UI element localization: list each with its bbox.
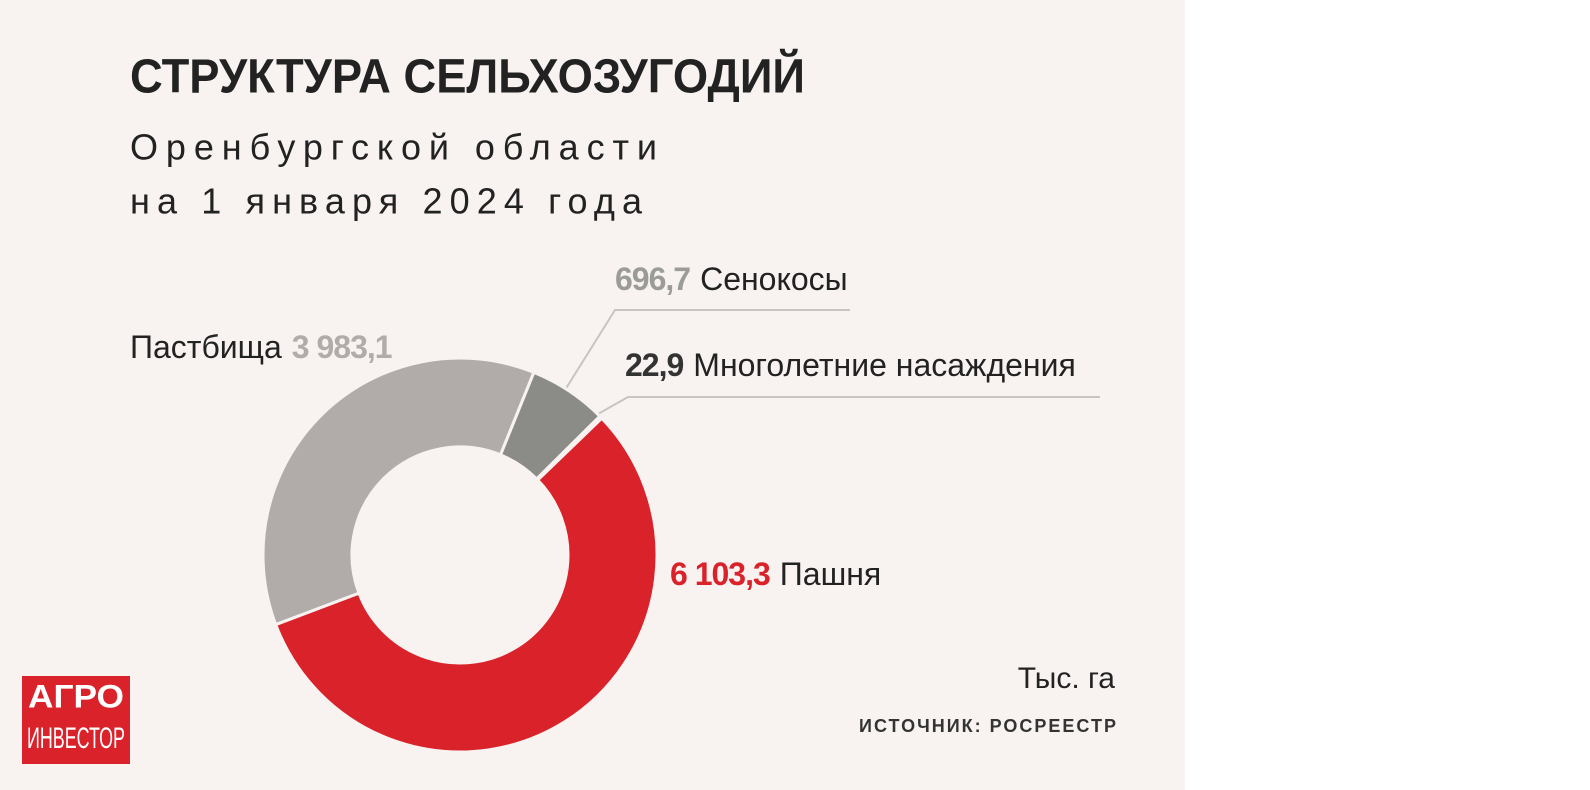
segment-label: 6 103,3 Пашня xyxy=(670,556,881,592)
value-label: 22,9 xyxy=(625,347,683,383)
logo-text: АГРО xyxy=(28,678,124,714)
logo-box xyxy=(22,676,130,764)
category-name: Сенокосы xyxy=(700,261,848,297)
logo: АГРО ИНВЕСТОР xyxy=(22,676,130,764)
donut-segment xyxy=(534,414,604,483)
logo-text: ИНВЕСТОР xyxy=(27,722,125,755)
leader-line xyxy=(564,309,850,391)
segment-label: 22,9 Многолетние насаждения xyxy=(625,347,1076,383)
donut-segment xyxy=(273,416,659,754)
leader-line xyxy=(597,396,1100,415)
value-label: 6 103,3 xyxy=(670,556,770,592)
category-name: Многолетние насаждения xyxy=(693,347,1076,383)
value-label: 3 983,1 xyxy=(292,329,392,365)
source-note: ИСТОЧНИК: РОСРЕЕСТР xyxy=(859,716,1118,736)
chart-title: СТРУКТУРА СЕЛЬХОЗУГОДИЙ xyxy=(130,49,805,104)
value-label: 696,7 xyxy=(615,261,690,297)
donut-segment xyxy=(261,356,536,627)
segment-label: 696,7 Сенокосы xyxy=(615,261,848,297)
chart-subtitle: на 1 января 2024 года xyxy=(130,181,643,222)
category-name: Пашня xyxy=(780,556,881,592)
segment-label: Пастбища 3 983,1 xyxy=(130,329,392,365)
category-name: Пастбища xyxy=(130,329,282,365)
unit-label: Тыс. га xyxy=(1018,662,1116,695)
